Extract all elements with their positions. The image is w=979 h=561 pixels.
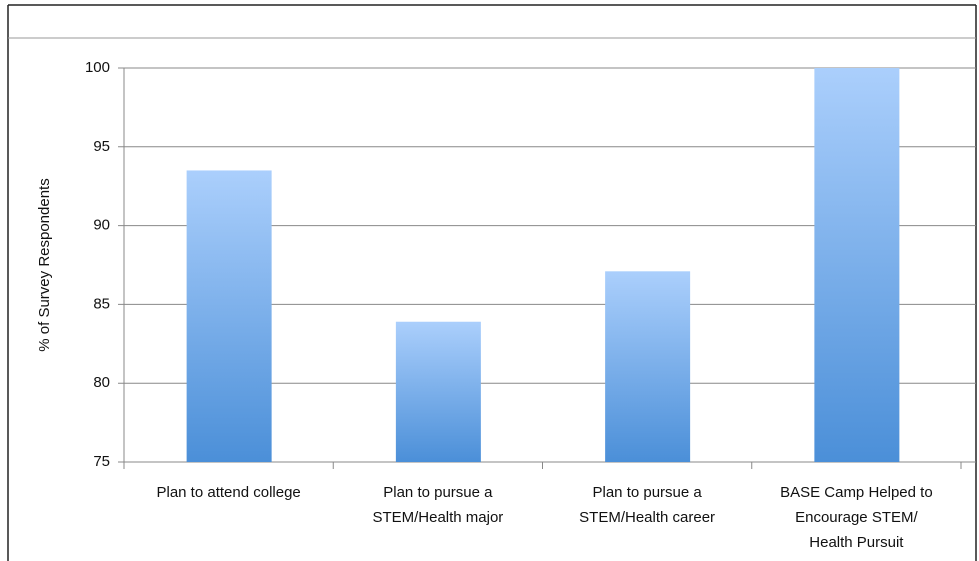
x-tick-label: Plan to pursue a STEM/Health career <box>579 484 715 526</box>
x-tick-label-line: Health Pursuit <box>809 534 904 551</box>
x-tick-label: Plan to attend college <box>156 484 300 501</box>
x-tick-label-line: Plan to pursue a <box>383 484 493 501</box>
x-tick-label-line: BASE Camp Helped to <box>780 484 933 501</box>
bar <box>186 170 272 462</box>
x-tick-label: Plan to pursue a STEM/Health major <box>372 484 503 526</box>
y-axis-label: % of Survey Respondents <box>36 178 53 351</box>
bar <box>605 271 691 462</box>
x-tick-label-line: STEM/Health major <box>372 509 503 526</box>
x-tick-label-line: Encourage STEM/ <box>795 509 918 526</box>
x-tick-label: BASE Camp Helped to Encourage STEM/Health… <box>780 484 933 551</box>
y-tick-label: 85 <box>93 295 110 312</box>
y-tick-label: 80 <box>93 374 110 391</box>
x-tick-label-line: Plan to pursue a <box>593 484 703 501</box>
x-tick-label-line: Plan to attend college <box>156 484 300 501</box>
y-tick-label: 95 <box>93 138 110 155</box>
y-tick-label: 90 <box>93 217 110 234</box>
x-tick-label-line: STEM/Health career <box>579 509 715 526</box>
bar <box>814 68 900 462</box>
y-tick-label: 75 <box>93 453 110 470</box>
y-tick-label: 100 <box>85 59 110 76</box>
bar <box>395 321 481 462</box>
